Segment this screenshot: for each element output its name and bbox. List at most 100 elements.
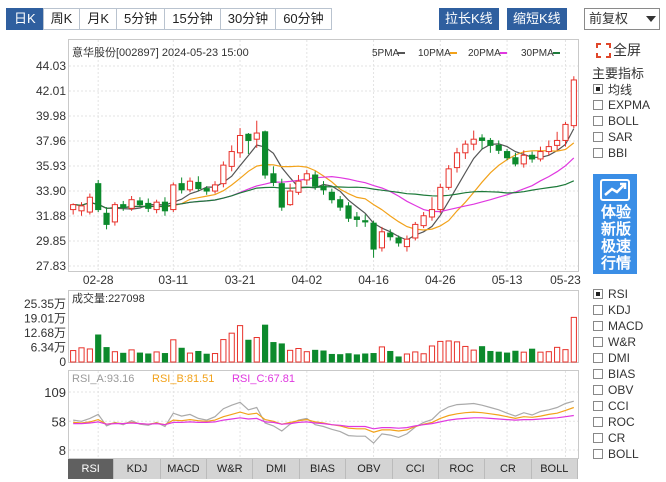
candle	[370, 220, 377, 258]
checkbox[interactable]	[593, 305, 603, 315]
indicator-tab-obv[interactable]: OBV	[346, 459, 393, 479]
candle	[537, 146, 544, 162]
candle	[337, 196, 344, 211]
indicator-tab-cr[interactable]: CR	[485, 459, 532, 479]
lengthen-kline-button[interactable]: 拉长K线	[439, 8, 499, 30]
candle-body	[387, 232, 394, 238]
sub-option-macd[interactable]: MACD	[593, 318, 643, 334]
sub-option-boll[interactable]: BOLL	[593, 446, 639, 462]
indicator-tab-w-r[interactable]: W&R	[207, 459, 254, 479]
main-option-sar[interactable]: SAR	[593, 129, 633, 145]
checkbox[interactable]	[593, 289, 603, 299]
checkbox[interactable]	[593, 84, 603, 94]
volume-bar	[86, 348, 93, 363]
checkbox[interactable]	[593, 353, 603, 363]
sub-option-bias[interactable]: BIAS	[593, 366, 635, 382]
indicator-tab-bias[interactable]: BIAS	[299, 459, 347, 479]
candle	[545, 140, 552, 156]
candle-body	[395, 237, 402, 244]
main-option-boll[interactable]: BOLL	[593, 113, 639, 129]
indicator-tab-roc[interactable]: ROC	[438, 459, 486, 479]
price-tick-label: 35.93	[36, 159, 66, 173]
volume-bar	[370, 353, 377, 363]
sub-option-dmi[interactable]: DMI	[593, 350, 630, 366]
candle-body	[562, 123, 569, 141]
tab-5min[interactable]: 5分钟	[116, 8, 166, 30]
checkbox[interactable]	[593, 369, 603, 379]
volume-value: 227098	[108, 293, 145, 305]
sub-option-obv[interactable]: OBV	[593, 382, 633, 398]
candle-body	[529, 154, 536, 160]
candle-body	[353, 216, 360, 220]
tab-15min[interactable]: 15分钟	[164, 8, 221, 30]
sub-option-roc[interactable]: ROC	[593, 414, 635, 430]
volume-bar	[262, 324, 269, 363]
fullscreen-label: 全屏	[613, 42, 641, 58]
rsi-axis: 109 58 8	[44, 385, 66, 458]
volume-tick-label: 19.01万	[24, 312, 66, 326]
indicator-tab-macd[interactable]: MACD	[160, 459, 208, 479]
candle	[554, 131, 561, 151]
ma-legend-label: 30PMA	[521, 48, 554, 59]
indicator-tab-kdj[interactable]: KDJ	[114, 459, 161, 479]
sub-option-cr[interactable]: CR	[593, 430, 625, 446]
option-label: MACD	[608, 319, 644, 333]
option-label: ROC	[608, 415, 635, 429]
checkbox[interactable]	[593, 401, 603, 411]
tab-monthly[interactable]: 月K	[79, 8, 118, 30]
candle-body	[95, 183, 102, 211]
fullscreen-button[interactable]: 全屏	[596, 40, 641, 60]
candle-body	[337, 199, 344, 208]
checkbox[interactable]	[593, 100, 603, 110]
indicator-tab-cci[interactable]: CCI	[392, 459, 439, 479]
candle-body	[78, 205, 85, 212]
tab-weekly[interactable]: 周K	[42, 8, 81, 30]
volume-bar	[161, 353, 169, 363]
volume-bar	[512, 350, 519, 363]
volume-bar	[111, 351, 118, 363]
new-version-promo[interactable]: 体验新版极速行情	[593, 174, 637, 274]
checkbox[interactable]	[593, 132, 603, 142]
checkbox[interactable]	[593, 148, 603, 158]
indicator-tab-dmi[interactable]: DMI	[253, 459, 300, 479]
adjust-select[interactable]: 前复权	[584, 8, 660, 30]
candle	[295, 175, 302, 195]
volume-bar	[345, 353, 352, 363]
ma-legend: 5PMA 10PMA 20PMA 30PMA	[372, 48, 560, 59]
ma-legend-label: 5PMA	[372, 48, 400, 59]
date-tick-label: 03-11	[158, 273, 188, 287]
checkbox[interactable]	[593, 385, 603, 395]
checkbox[interactable]	[593, 337, 603, 347]
tab-60min[interactable]: 60分钟	[275, 8, 332, 30]
date-tick-label: 04-02	[291, 273, 322, 287]
main-option-expma[interactable]: EXPMA	[593, 97, 650, 113]
price-tick-label: 31.88	[36, 209, 66, 223]
main-option-bbi[interactable]: BBI	[593, 145, 627, 161]
candle	[470, 130, 477, 151]
candle	[153, 199, 160, 214]
checkbox[interactable]	[593, 321, 603, 331]
checkbox[interactable]	[593, 449, 603, 459]
candle	[136, 197, 144, 208]
option-label: OBV	[608, 383, 634, 397]
date-axis: 02-28 03-11 03-21 04-02 04-16 04-26 05-13 05-23	[83, 273, 581, 287]
volume-bar	[178, 347, 185, 363]
checkbox[interactable]	[593, 433, 603, 443]
ma-legend-label: 10PMA	[418, 48, 451, 59]
shorten-kline-button[interactable]: 缩短K线	[507, 8, 567, 30]
volume-tick-label: 12.68万	[24, 326, 66, 340]
indicator-tab-boll[interactable]: BOLL	[531, 459, 578, 479]
tab-30min[interactable]: 30分钟	[219, 8, 277, 30]
volume-bar	[470, 349, 477, 363]
main-option-均线[interactable]: 均线	[593, 81, 632, 97]
candle-body	[554, 139, 561, 146]
sub-option-w-r[interactable]: W&R	[593, 334, 636, 350]
sub-option-kdj[interactable]: KDJ	[593, 302, 631, 318]
candle	[186, 177, 194, 193]
candle	[78, 202, 85, 216]
sub-option-cci[interactable]: CCI	[593, 398, 629, 414]
indicator-tab-rsi[interactable]: RSI	[68, 459, 115, 479]
sub-option-rsi[interactable]: RSI	[593, 286, 628, 302]
checkbox[interactable]	[593, 116, 603, 126]
checkbox[interactable]	[593, 417, 603, 427]
